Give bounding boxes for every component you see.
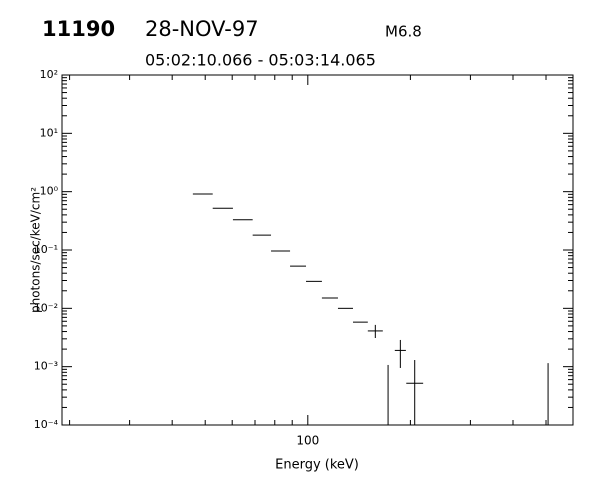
x-tick-label: 100	[296, 434, 319, 448]
plot-frame	[61, 74, 574, 426]
y-tick-label: 10⁰	[40, 185, 59, 198]
event-id: 11190	[42, 17, 115, 41]
y-tick-label: 10⁻³	[34, 360, 58, 373]
date: 28-NOV-97	[145, 17, 259, 41]
y-tick-label: 10⁻¹	[34, 243, 58, 256]
y-tick-label: 10⁻²	[34, 301, 58, 314]
x-axis-label: Energy (keV)	[275, 458, 359, 473]
y-tick-label: 10¹	[40, 126, 58, 139]
y-axis-label: photons/sec/keV/cm²	[29, 187, 43, 313]
flare-class: M6.8	[385, 23, 422, 41]
y-tick-label: 10⁻⁴	[34, 418, 59, 431]
time-range: 05:02:10.066 - 05:03:14.065	[145, 51, 376, 70]
y-tick-label: 10²	[40, 68, 58, 81]
